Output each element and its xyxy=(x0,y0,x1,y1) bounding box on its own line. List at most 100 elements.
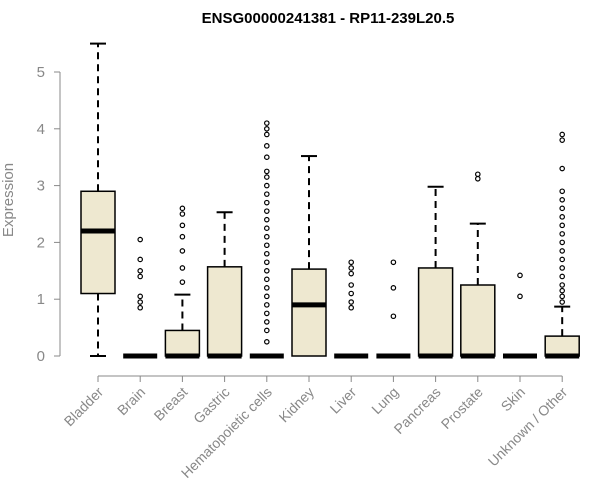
chart-title: ENSG00000241381 - RP11-239L20.5 xyxy=(202,10,455,27)
box-iqr xyxy=(544,335,580,357)
outlier-point xyxy=(263,302,270,308)
outlier-point xyxy=(559,222,566,229)
outlier-point xyxy=(263,154,270,161)
outlier-point xyxy=(348,265,355,271)
outlier-point xyxy=(263,120,270,126)
outlier-point xyxy=(137,304,144,311)
x-tick-label: Bladder xyxy=(61,384,107,430)
x-tick-label: Kidney xyxy=(276,384,318,426)
outlier-point xyxy=(263,143,270,149)
outlier-point xyxy=(179,222,186,229)
outlier-point xyxy=(559,282,566,288)
boxes xyxy=(80,42,580,359)
outlier-point xyxy=(517,293,523,300)
outlier-point xyxy=(263,250,270,257)
outlier-point xyxy=(137,267,144,274)
outlier-point xyxy=(263,327,270,334)
outlier-point xyxy=(137,236,144,243)
outlier-point xyxy=(390,313,397,320)
x-tick-label: Unknown / Other xyxy=(485,384,571,470)
box-iqr xyxy=(291,268,327,357)
outlier-point xyxy=(263,131,270,138)
outlier-point xyxy=(137,273,144,280)
outlier-point xyxy=(474,171,481,178)
outlier-point xyxy=(559,293,566,300)
outlier-point xyxy=(390,285,397,291)
box-brain xyxy=(123,236,158,359)
outlier-point xyxy=(137,293,144,300)
outlier-point xyxy=(559,299,566,305)
box-iqr xyxy=(460,284,496,357)
box-iqr xyxy=(80,190,116,295)
outlier-point xyxy=(559,131,566,138)
outlier-point xyxy=(559,214,566,220)
outlier-point xyxy=(559,231,566,237)
outlier-point xyxy=(348,299,355,305)
outlier-point xyxy=(263,216,270,223)
outlier-point xyxy=(348,290,355,297)
box-lung xyxy=(376,259,411,359)
outlier-point xyxy=(263,174,270,180)
outlier-point xyxy=(517,272,523,279)
outlier-point xyxy=(263,199,270,206)
box-hematopoietic-cells xyxy=(249,120,284,359)
x-tick-label: Brain xyxy=(114,384,148,418)
outlier-point xyxy=(179,265,186,271)
outlier-point xyxy=(179,248,186,254)
outlier-point xyxy=(559,239,566,246)
outlier-point xyxy=(263,182,270,189)
outlier-point xyxy=(263,310,270,317)
box-bladder xyxy=(80,42,116,357)
outlier-point xyxy=(348,270,355,277)
box-breast xyxy=(164,205,201,359)
outlier-point xyxy=(348,282,355,288)
outlier-point xyxy=(263,191,270,197)
outlier-point xyxy=(559,205,566,212)
y-tick-label: 2 xyxy=(37,234,45,251)
outlier-point xyxy=(559,265,566,271)
outlier-point xyxy=(179,233,186,240)
box-unknown-other xyxy=(544,131,580,359)
outlier-point xyxy=(390,259,397,266)
x-tick-label: Breast xyxy=(151,384,191,424)
outlier-point xyxy=(559,137,566,143)
x-tick-label: Skin xyxy=(498,384,529,415)
box-iqr xyxy=(206,266,243,357)
outlier-point xyxy=(474,175,481,182)
y-tick-label: 3 xyxy=(37,178,45,195)
y-tick-label: 0 xyxy=(37,348,45,365)
box-liver xyxy=(334,259,369,359)
outlier-point xyxy=(559,197,566,203)
outlier-point xyxy=(559,188,566,195)
outlier-point xyxy=(179,279,186,285)
outlier-point xyxy=(263,225,270,232)
box-pancreas xyxy=(417,185,454,359)
x-tick-label: Lung xyxy=(368,384,401,417)
x-tick-label: Pancreas xyxy=(391,384,444,437)
outlier-point xyxy=(137,299,144,305)
outlier-point xyxy=(263,259,270,266)
box-gastric xyxy=(206,211,243,359)
x-tick-label: Liver xyxy=(327,384,360,417)
outlier-point xyxy=(263,126,270,132)
y-tick-label: 5 xyxy=(37,64,45,81)
outlier-point xyxy=(263,208,270,214)
outlier-point xyxy=(559,165,566,172)
x-tick-label: Prostate xyxy=(438,384,486,432)
outlier-point xyxy=(263,285,270,291)
outlier-point xyxy=(559,287,566,294)
outlier-point xyxy=(263,293,270,300)
outlier-point xyxy=(263,242,270,249)
outlier-point xyxy=(348,304,355,311)
box-skin xyxy=(503,272,537,359)
y-tick-label: 4 xyxy=(37,121,45,138)
outlier-point xyxy=(263,319,270,325)
outlier-point xyxy=(137,256,144,263)
y-axis-label: Expression xyxy=(0,163,17,237)
outlier-point xyxy=(263,338,270,345)
outlier-point xyxy=(559,256,566,263)
outlier-point xyxy=(179,205,186,212)
box-iqr xyxy=(164,329,201,357)
outlier-point xyxy=(263,168,270,175)
